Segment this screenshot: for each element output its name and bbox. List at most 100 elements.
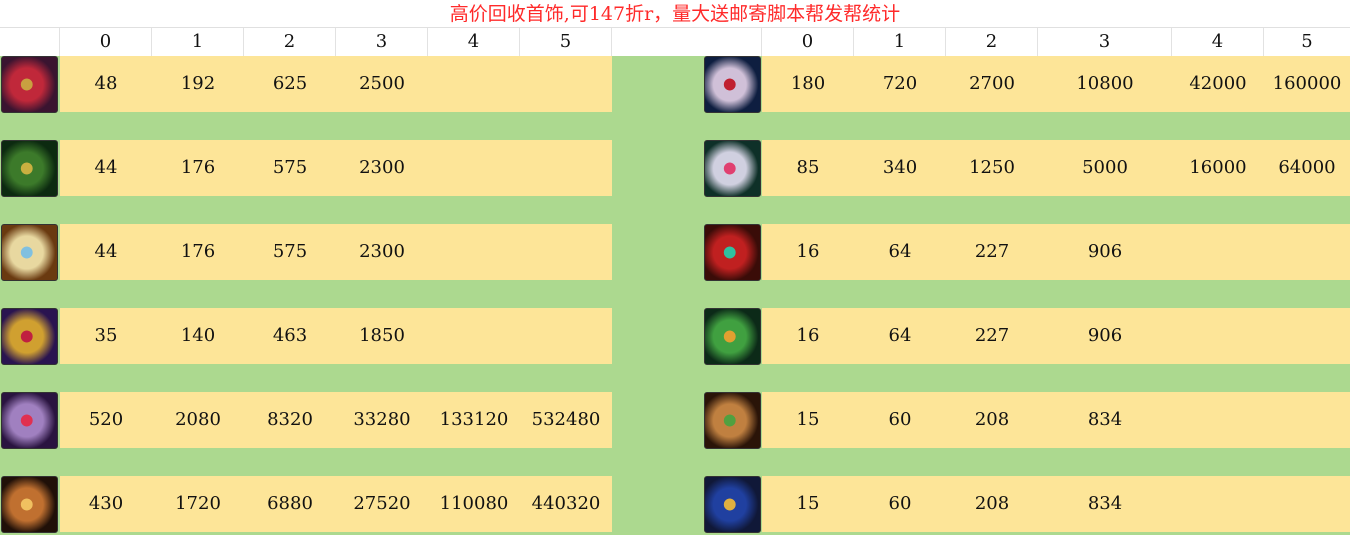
table-row xyxy=(60,392,612,448)
price-cell: 8320 xyxy=(267,409,313,430)
table-row xyxy=(60,224,612,280)
price-cell xyxy=(1172,476,1264,532)
column-header-5: 5 xyxy=(1301,31,1313,52)
table-row xyxy=(60,476,612,532)
bracelet-gold-icon xyxy=(1,308,58,365)
price-cell: 176 xyxy=(180,241,216,262)
price-cell: 208 xyxy=(974,409,1010,430)
price-cell: 48 xyxy=(94,73,118,94)
price-cell: 208 xyxy=(974,493,1010,514)
price-cell xyxy=(428,224,520,280)
column-header-0: 0 xyxy=(762,28,854,56)
column-header-3: 3 xyxy=(1038,28,1172,56)
price-cell: 1850 xyxy=(359,325,405,346)
price-cell xyxy=(1172,392,1264,448)
price-cell: 625 xyxy=(272,73,308,94)
necklace-skull-icon xyxy=(1,56,58,113)
sheet-title: 高价回收首饰,可147折r，量大送邮寄脚本帮发帮统计 xyxy=(0,0,1350,28)
price-cell: 64 xyxy=(888,241,912,262)
price-cell: 60 xyxy=(888,493,912,514)
header-blank xyxy=(612,28,762,56)
price-cell: 720 xyxy=(882,73,918,94)
price-cell: 532480 xyxy=(531,409,601,430)
ring-rose-icon xyxy=(704,392,761,449)
price-cell: 834 xyxy=(1087,409,1123,430)
price-cell: 463 xyxy=(272,325,308,346)
price-cell: 16000 xyxy=(1189,157,1247,178)
price-cell: 520 xyxy=(88,409,124,430)
price-cell xyxy=(1264,224,1350,280)
price-cell xyxy=(520,224,612,280)
price-cell: 60 xyxy=(888,409,912,430)
price-cell: 110080 xyxy=(439,493,509,514)
pendant-winged-icon xyxy=(1,224,58,281)
column-header-4: 4 xyxy=(1172,28,1264,56)
ring-red-gold-icon xyxy=(704,224,761,281)
ring-silver-icon xyxy=(704,140,761,197)
price-cell: 227 xyxy=(974,325,1010,346)
price-cell: 64000 xyxy=(1278,157,1336,178)
price-cell: 575 xyxy=(272,241,308,262)
price-cell: 6880 xyxy=(267,493,313,514)
price-cell: 2500 xyxy=(359,73,405,94)
pendant-amulet-icon xyxy=(1,476,58,533)
price-cell: 10800 xyxy=(1076,73,1134,94)
price-cell: 2300 xyxy=(359,241,405,262)
price-cell xyxy=(428,308,520,364)
price-cell xyxy=(520,308,612,364)
necklace-green-icon xyxy=(1,140,58,197)
background-band xyxy=(0,56,1350,535)
table-row xyxy=(762,392,1350,448)
table-row xyxy=(60,308,612,364)
column-header-2: 2 xyxy=(244,28,336,56)
price-cell: 440320 xyxy=(531,493,601,514)
necklace-chain-icon xyxy=(1,392,58,449)
price-cell: 2080 xyxy=(175,409,221,430)
price-cell: 192 xyxy=(180,73,216,94)
price-cell: 133120 xyxy=(439,409,509,430)
price-cell: 160000 xyxy=(1272,73,1342,94)
price-cell: 16 xyxy=(796,241,820,262)
price-cell: 44 xyxy=(94,241,118,262)
price-cell xyxy=(1172,308,1264,364)
table-row xyxy=(60,140,612,196)
column-header-2: 2 xyxy=(946,28,1038,56)
price-cell: 85 xyxy=(796,157,820,178)
table-row xyxy=(762,476,1350,532)
price-cell: 15 xyxy=(796,409,820,430)
price-cell: 906 xyxy=(1087,241,1123,262)
price-cell: 180 xyxy=(790,73,826,94)
price-cell: 16 xyxy=(796,325,820,346)
price-cell xyxy=(428,140,520,196)
price-cell xyxy=(1264,476,1350,532)
column-header-3: 3 xyxy=(336,28,428,56)
price-cell: 176 xyxy=(180,157,216,178)
column-header-0: 0 xyxy=(60,28,152,56)
price-cell xyxy=(1172,224,1264,280)
price-cell: 140 xyxy=(180,325,216,346)
price-cell: 64 xyxy=(888,325,912,346)
ring-jade-icon xyxy=(704,308,761,365)
table-row xyxy=(60,56,612,112)
price-cell: 227 xyxy=(974,241,1010,262)
column-header-4: 4 xyxy=(428,28,520,56)
table-row xyxy=(762,224,1350,280)
ring-ruby-icon xyxy=(704,56,761,113)
column-header-1: 1 xyxy=(854,28,946,56)
price-cell: 15 xyxy=(796,493,820,514)
header-blank xyxy=(0,28,60,56)
price-cell: 35 xyxy=(94,325,118,346)
price-cell xyxy=(520,56,612,112)
table-row xyxy=(762,56,1350,112)
price-cell: 906 xyxy=(1087,325,1123,346)
price-cell xyxy=(1264,308,1350,364)
price-cell: 575 xyxy=(272,157,308,178)
table-row xyxy=(762,140,1350,196)
price-cell: 340 xyxy=(882,157,918,178)
ring-sapphire-icon xyxy=(704,476,761,533)
price-cell: 33280 xyxy=(353,409,411,430)
price-cell: 1250 xyxy=(969,157,1015,178)
price-cell: 430 xyxy=(88,493,124,514)
price-cell: 1720 xyxy=(175,493,221,514)
price-cell: 2300 xyxy=(359,157,405,178)
